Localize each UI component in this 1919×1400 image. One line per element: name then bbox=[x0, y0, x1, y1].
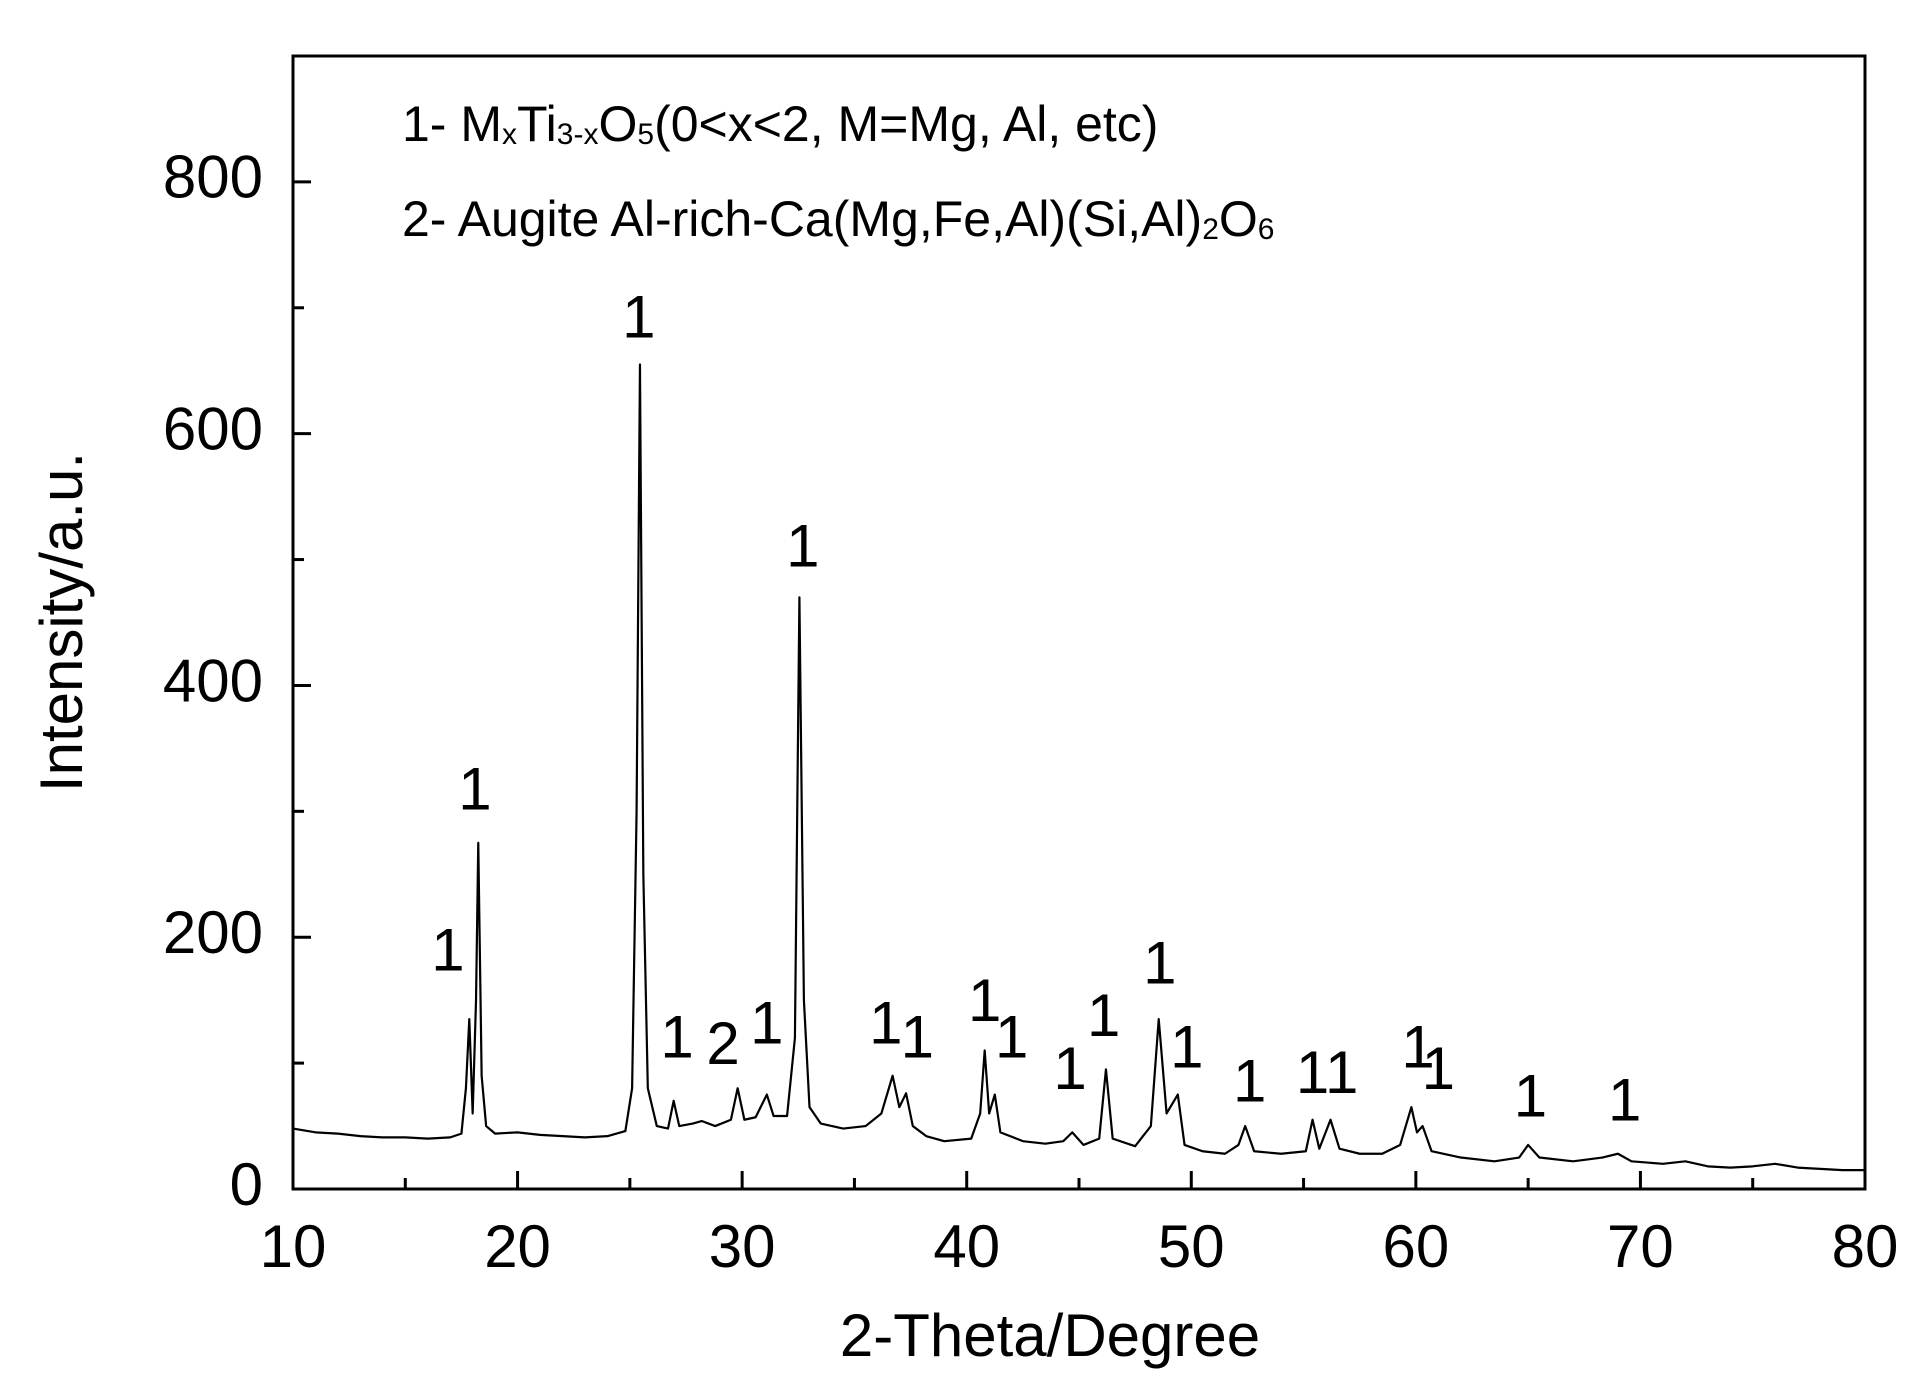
peak-label: 1 bbox=[1296, 1039, 1329, 1106]
peak-label: 1 bbox=[1170, 1014, 1203, 1081]
peak-label: 1 bbox=[1608, 1066, 1641, 1133]
peak-label: 1 bbox=[622, 283, 655, 350]
x-tick-label: 10 bbox=[260, 1213, 327, 1280]
legend-subscript: x bbox=[502, 118, 517, 151]
legend-text: 1- MxTi3-xO5(0<x<2, M=Mg, Al, etc) bbox=[402, 96, 1158, 152]
peak-label: 1 bbox=[968, 967, 1001, 1034]
legend-part: 2- Augite Al-rich-Ca(Mg,Fe,Al)(Si,Al) bbox=[402, 191, 1202, 247]
y-tick-label: 600 bbox=[163, 396, 263, 463]
legend-text: 2- Augite Al-rich-Ca(Mg,Fe,Al)(Si,Al)2O6 bbox=[402, 191, 1274, 247]
legend-subscript: 3-x bbox=[557, 118, 599, 151]
x-tick-label: 50 bbox=[1158, 1213, 1225, 1280]
data-line bbox=[292, 363, 1865, 1172]
legend-part: Ti bbox=[517, 96, 557, 152]
peak-label: 1 bbox=[1233, 1048, 1266, 1115]
y-tick-label: 0 bbox=[230, 1151, 263, 1218]
peak-label: 1 bbox=[1053, 1035, 1086, 1102]
legend-subscript: 2 bbox=[1202, 213, 1219, 246]
peak-label: 1 bbox=[1087, 982, 1120, 1049]
x-tick-label: 40 bbox=[933, 1213, 1000, 1280]
peak-label: 1 bbox=[1325, 1039, 1358, 1106]
x-axis-title: 2-Theta/Degree bbox=[840, 1302, 1260, 1369]
peak-label: 1 bbox=[660, 1004, 693, 1071]
peak-label: 2 bbox=[706, 1010, 739, 1077]
peak-label: 1 bbox=[1401, 1014, 1434, 1081]
peak-label: 1 bbox=[1143, 929, 1176, 996]
y-tick-label: 800 bbox=[163, 144, 263, 211]
peak-label: 1 bbox=[458, 756, 491, 823]
x-tick-label: 80 bbox=[1832, 1213, 1899, 1280]
legend-subscript: 5 bbox=[637, 118, 654, 151]
peak-label: 1 bbox=[431, 917, 464, 984]
legend-part: 1- M bbox=[402, 96, 502, 152]
peak-label: 1 bbox=[1514, 1063, 1547, 1130]
peak-label: 1 bbox=[901, 1004, 934, 1071]
peak-label: 1 bbox=[1422, 1035, 1455, 1102]
legend-part: (0<x<2, M=Mg, Al, etc) bbox=[654, 96, 1158, 152]
peak-label: 1 bbox=[869, 990, 902, 1057]
y-tick-label: 400 bbox=[163, 647, 263, 714]
peak-label: 1 bbox=[750, 990, 783, 1057]
legend-part: O bbox=[1219, 191, 1258, 247]
x-tick-label: 60 bbox=[1382, 1213, 1449, 1280]
peak-label: 1 bbox=[786, 513, 819, 580]
legend-part: O bbox=[598, 96, 637, 152]
y-axis-title: Intensity/a.u. bbox=[28, 452, 95, 792]
x-tick-label: 30 bbox=[709, 1213, 776, 1280]
peak-label: 1 bbox=[995, 1004, 1028, 1071]
x-tick-label: 20 bbox=[484, 1213, 551, 1280]
x-tick-label: 70 bbox=[1607, 1213, 1674, 1280]
legend-subscript: 6 bbox=[1258, 213, 1275, 246]
y-tick-label: 200 bbox=[163, 899, 263, 966]
